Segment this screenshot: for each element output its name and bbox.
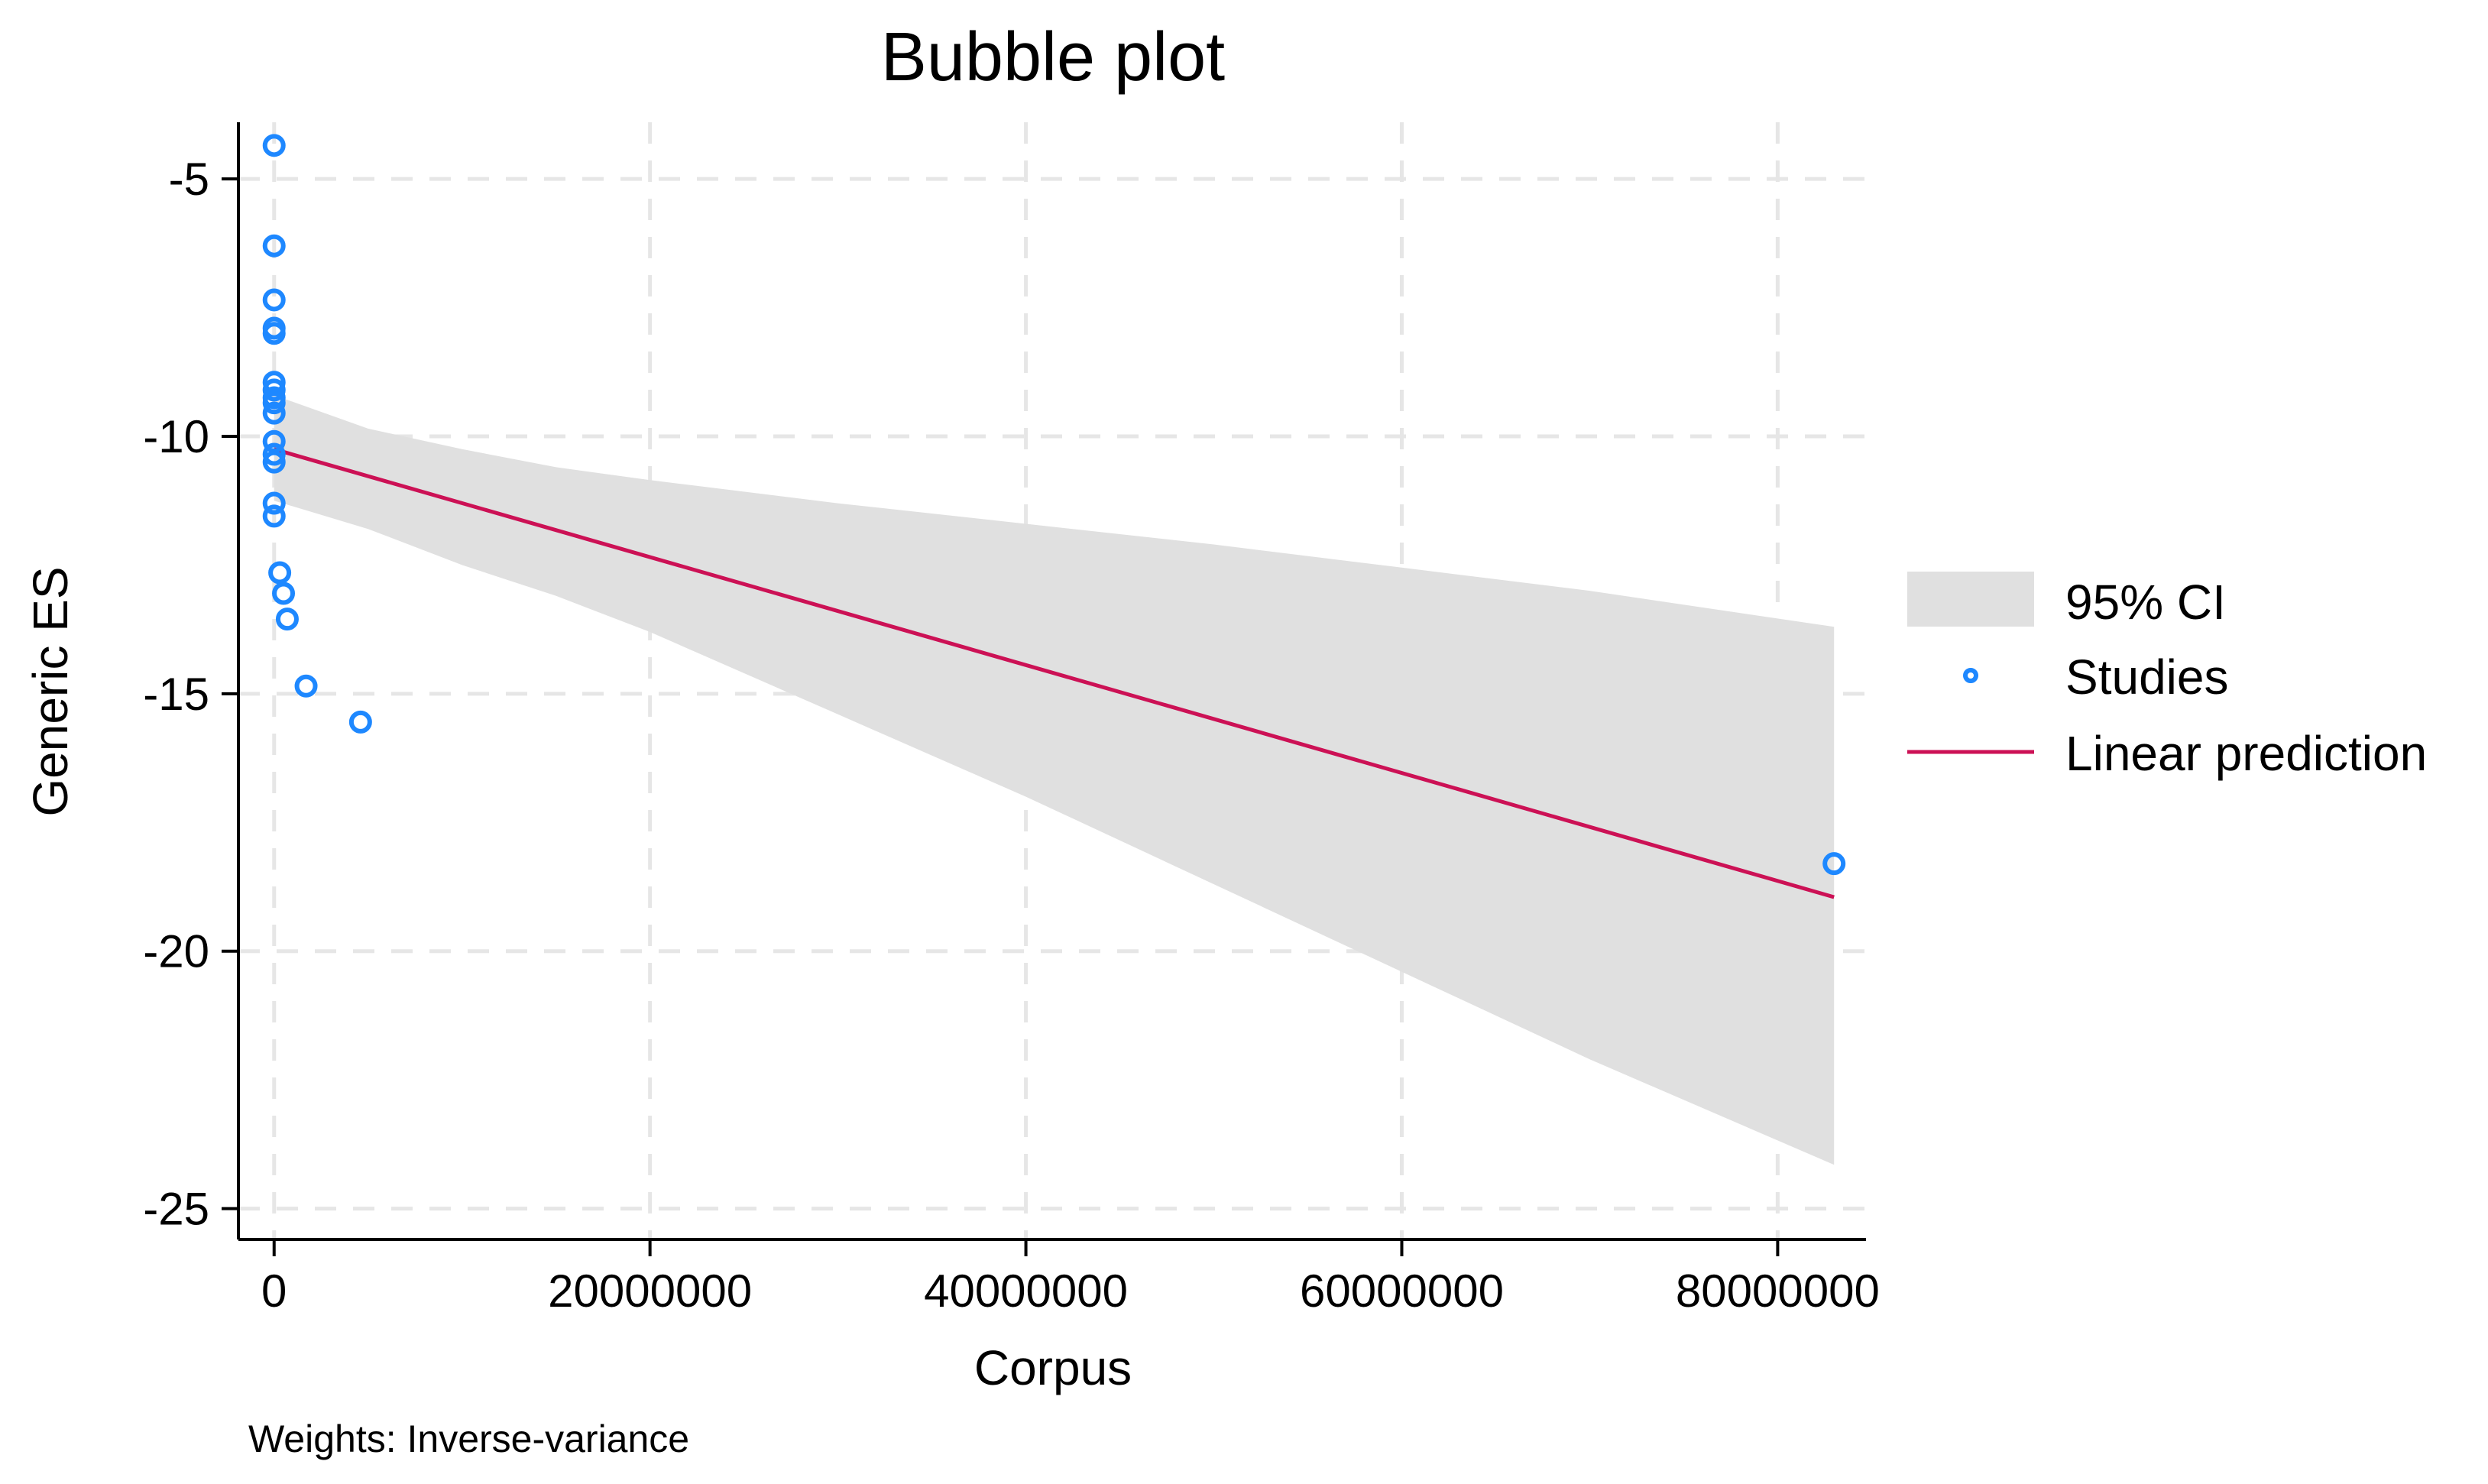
study-point [272, 582, 296, 605]
study-point [262, 391, 286, 415]
study-point [262, 450, 286, 474]
study-point [268, 561, 292, 585]
prediction-line-layer [274, 447, 1835, 899]
legend: 95% CI Studies Linear prediction [1907, 572, 2427, 781]
study-point [262, 378, 286, 402]
x-tick-label: 60000000 [1300, 1265, 1504, 1317]
legend-prediction-label: Linear prediction [2065, 726, 2427, 781]
study-point [262, 322, 286, 345]
study-points-layer [262, 134, 1846, 876]
legend-ci-swatch [1907, 572, 2034, 627]
x-axis-title: Corpus [974, 1340, 1132, 1395]
study-point [262, 504, 286, 528]
study-point [262, 134, 286, 157]
legend-studies-label: Studies [2065, 650, 2228, 705]
chart-title: Bubble plot [881, 19, 1225, 96]
ci-band-layer [274, 395, 1835, 1165]
study-point [262, 234, 286, 258]
y-axis-title: Generic ES [23, 566, 78, 816]
study-point [1822, 852, 1846, 876]
axes: 0 20000000 40000000 60000000 80000000 -5 -10 -1… [143, 122, 1880, 1317]
weights-note: Weights: Inverse-variance [248, 1418, 689, 1460]
y-tick-label: -20 [143, 926, 209, 977]
legend-ci-label: 95% CI [2065, 575, 2226, 630]
prediction-line [274, 447, 1835, 899]
study-point [294, 674, 318, 698]
legend-studies-marker [1963, 668, 1978, 683]
x-tick-label: 20000000 [548, 1265, 752, 1317]
y-tick-label: -10 [143, 411, 209, 462]
x-tick-label: 40000000 [924, 1265, 1128, 1317]
y-tick-label: -5 [169, 154, 209, 205]
study-point [275, 608, 299, 631]
y-tick-label: -25 [143, 1184, 209, 1235]
x-tick-label: 80000000 [1676, 1265, 1880, 1317]
ci-band [274, 395, 1835, 1165]
y-tick-label: -15 [143, 669, 209, 720]
study-point [262, 288, 286, 312]
study-point [262, 442, 286, 466]
study-point [348, 710, 372, 734]
study-point [262, 401, 286, 425]
study-point [262, 491, 286, 515]
x-tick-label: 0 [261, 1265, 287, 1317]
